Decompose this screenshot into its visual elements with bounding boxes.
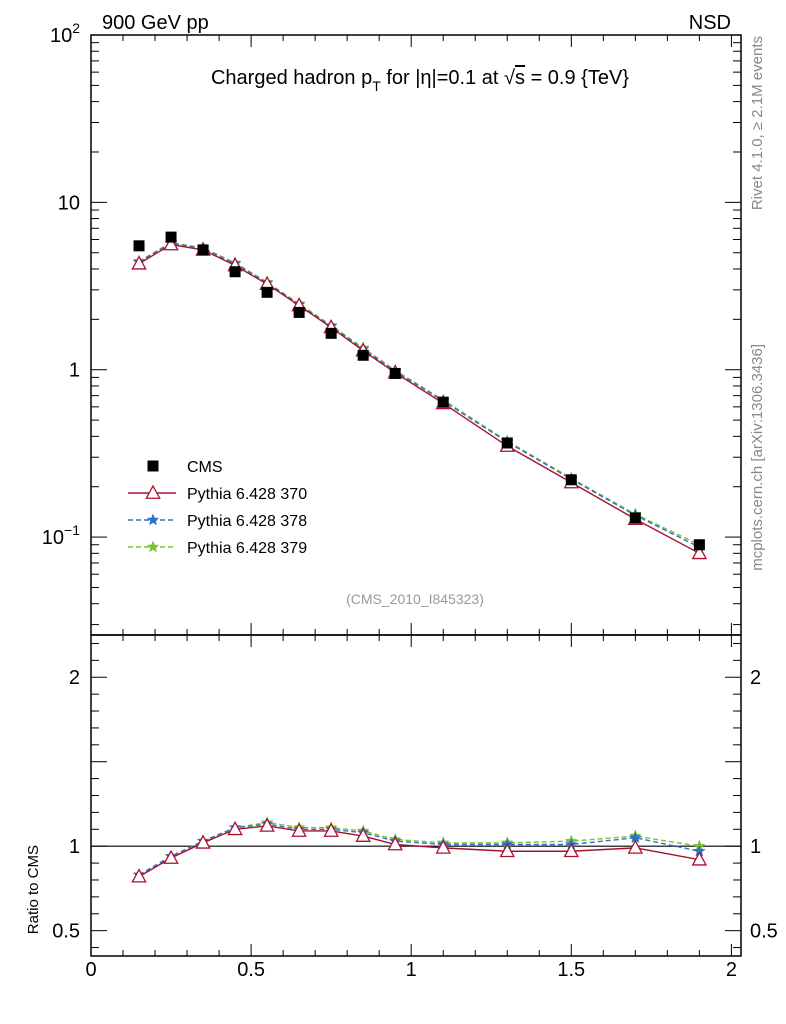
legend-item: Pythia 6.428 379 xyxy=(128,540,307,557)
analysis-label: (CMS_2010_I845323) xyxy=(346,591,484,607)
series-point xyxy=(691,544,708,560)
data-point xyxy=(357,349,369,361)
ratio-ylabel: Ratio to CMS xyxy=(25,845,42,934)
y-tick-exponent: 2 xyxy=(72,20,80,36)
data-point xyxy=(261,286,273,298)
y-tick-label: 102 xyxy=(50,20,80,47)
ratio-point xyxy=(691,851,708,866)
title-sub: T xyxy=(372,78,381,94)
title-mid: for |η|=0.1 at xyxy=(381,67,504,89)
legend-item: Pythia 6.428 378 xyxy=(128,513,307,530)
data-point xyxy=(389,367,401,379)
ratio-point xyxy=(499,842,515,858)
ratio-point xyxy=(355,827,371,842)
legend-item: CMS xyxy=(147,459,223,476)
data-point xyxy=(293,306,305,318)
ratio-line xyxy=(138,821,700,876)
ratio-y-tick-label-left: 0.5 xyxy=(52,921,80,943)
header-left: 900 GeV pp xyxy=(102,12,209,34)
y-tick-exponent: −1 xyxy=(64,522,80,538)
series-pythia-6-428-378 xyxy=(132,236,706,881)
title-suffix: = 0.9 {TeV} xyxy=(525,67,629,89)
series-cms-data xyxy=(133,231,705,551)
ratio-point xyxy=(227,820,243,836)
series-layer xyxy=(131,231,708,883)
series-pythia-6-428-370 xyxy=(131,236,708,883)
side-source-text: mcplots.cern.ch [arXiv:1306.3436] xyxy=(749,344,766,571)
series-line xyxy=(138,243,700,554)
y-tick-base: 10 xyxy=(58,192,80,214)
x-tick-label: 1 xyxy=(406,959,417,981)
legend-label: Pythia 6.428 370 xyxy=(187,486,307,503)
legend-marker xyxy=(145,484,161,499)
legend-label: Pythia 6.428 379 xyxy=(187,540,307,557)
ratio-point xyxy=(163,849,179,864)
ratio-point xyxy=(131,868,147,883)
legend-label: Pythia 6.428 378 xyxy=(187,513,307,530)
y-tick-base: 10 xyxy=(42,527,64,549)
ratio-point xyxy=(195,834,211,849)
side-version-text: Rivet 4.1.0, ≥ 2.1M events xyxy=(749,36,766,210)
y-tick-base: 10 xyxy=(50,25,72,47)
data-point xyxy=(133,240,145,252)
legend-marker xyxy=(146,513,160,526)
data-point xyxy=(325,327,337,339)
header-right: NSD xyxy=(689,12,731,34)
ratio-y-tick-label-right: 2 xyxy=(750,667,761,689)
y-tick-label: 10−1 xyxy=(42,522,80,549)
legend-label: CMS xyxy=(187,459,223,476)
data-point xyxy=(693,539,705,551)
data-point xyxy=(629,512,641,524)
series-point xyxy=(163,236,179,251)
legend-item: Pythia 6.428 370 xyxy=(128,484,307,503)
data-point xyxy=(197,244,209,256)
title-prefix: Charged hadron p xyxy=(211,67,372,89)
x-tick-label: 0 xyxy=(85,959,96,981)
x-tick-label: 1.5 xyxy=(557,959,585,981)
ratio-plot-frame xyxy=(90,634,742,957)
data-point xyxy=(437,396,449,408)
ratio-point xyxy=(435,839,451,854)
ratio-point xyxy=(323,822,339,837)
legend-marker xyxy=(146,540,160,553)
ratio-y-tick-label-left: 1 xyxy=(69,836,80,858)
legend: CMS Pythia 6.428 370 Pythia 6.428 378 Pythi… xyxy=(128,459,307,557)
y-tick-label: 1 xyxy=(69,360,80,382)
data-point xyxy=(229,266,241,278)
legend-marker-square xyxy=(147,460,159,472)
ratio-y-tick-label-right: 1 xyxy=(750,836,761,858)
ratio-point xyxy=(291,822,307,837)
y-tick-base: 1 xyxy=(69,360,80,382)
x-tick-label: 0.5 xyxy=(237,959,265,981)
x-tick-label: 2 xyxy=(726,959,737,981)
data-point xyxy=(565,474,577,486)
title-sqrt-arg: s xyxy=(515,67,525,89)
ratio-point xyxy=(563,842,580,858)
data-point xyxy=(501,437,513,449)
ratio-line xyxy=(138,825,700,878)
ratio-y-tick-label-right: 0.5 xyxy=(750,921,778,943)
title-sqrt: √ xyxy=(504,67,515,89)
data-point xyxy=(165,231,177,243)
ratio-point xyxy=(387,836,403,851)
series-pythia-6-428-379 xyxy=(132,235,706,881)
plot-title: Charged hadron pT for |η|=0.1 at √s = 0.… xyxy=(211,67,629,94)
ratio-point xyxy=(627,839,644,854)
ratio-y-tick-label-left: 2 xyxy=(69,667,80,689)
ratio-line xyxy=(138,823,700,876)
series-point xyxy=(131,255,147,270)
y-tick-label: 10 xyxy=(58,192,80,214)
ratio-point xyxy=(259,817,275,832)
axis-ticks xyxy=(90,34,741,956)
